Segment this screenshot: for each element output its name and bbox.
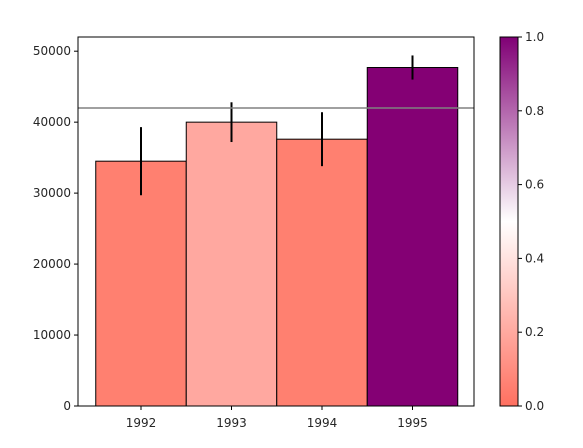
colorbar-tick-label: 0.4 [525,251,544,265]
x-tick-label: 1993 [216,416,247,430]
y-tick-label: 40000 [33,115,71,129]
bar-1993 [185,121,278,407]
colorbar-tick-label: 1.0 [525,30,544,44]
colorbar-tick-label: 0.0 [525,399,544,413]
y-tick-label: 10000 [33,328,71,342]
x-tick-label: 1995 [397,416,428,430]
x-tick-label: 1994 [307,416,338,430]
colorbar-bar [499,36,519,407]
colorbar-tick-label: 0.8 [525,104,544,118]
colorbar: 0.0 0.2 0.4 0.6 0.8 1.0 [499,30,544,413]
plot-area: 0 10000 20000 30000 40000 50000 1992 1993 1994 19… [33,36,475,430]
colorbar-tick-label: 0.6 [525,178,544,192]
colorbar-tick-label: 0.2 [525,325,544,339]
y-tick-label: 50000 [33,44,71,58]
y-tick-label: 0 [63,399,71,413]
axes-frame [77,36,475,407]
y-tick-label: 30000 [33,186,71,200]
bar-1994 [276,138,368,407]
bar-1995 [366,67,459,407]
bar-1992 [95,160,187,407]
x-tick-label: 1992 [126,416,157,430]
y-tick-label: 20000 [33,257,71,271]
